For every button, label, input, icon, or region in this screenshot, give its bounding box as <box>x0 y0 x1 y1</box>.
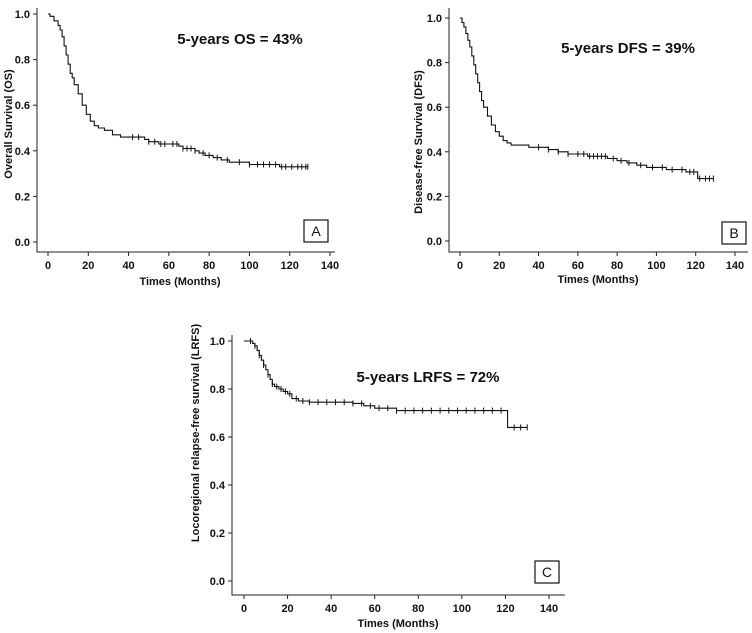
panel-c-x-tick-label: 120 <box>496 603 514 615</box>
panel-a-y-axis-title: Overall Survival (OS) <box>3 69 15 179</box>
panel-a-x-axis-title: Times (Months) <box>139 276 220 288</box>
panel-a-annotation: 5-years OS = 43% <box>177 31 303 48</box>
panel-c-annotation: 5-years LRFS = 72% <box>357 369 500 386</box>
panel-a-x-tick-label: 40 <box>122 260 134 272</box>
panel-c-tag: C <box>542 564 552 580</box>
panel-c-censor-marks <box>250 338 528 431</box>
panel-c-x-tick-label: 0 <box>241 603 247 615</box>
panel-b-y-axis-title: Disease-free Survival (DFS) <box>413 70 425 214</box>
panel-b-x-tick-label: 0 <box>457 260 463 272</box>
panel-b-y-tick-label: 0.6 <box>427 102 442 114</box>
panel-a-x-tick-label: 140 <box>321 260 339 272</box>
panel-b-censor-marks <box>538 144 714 182</box>
panel-c-x-tick-label: 100 <box>453 603 471 615</box>
panel-a-tag-box <box>303 219 329 243</box>
panel-c-y-tick-label: 0.6 <box>210 432 225 444</box>
panel-a-x-tick-label: 80 <box>203 260 215 272</box>
panel-b-tag: B <box>729 225 738 241</box>
panel-c-axes <box>231 335 565 596</box>
panel-a-tag: A <box>311 223 321 239</box>
panel-a-y-tick-label: 0.2 <box>15 191 30 203</box>
panel-b-y-tick-label: 1.0 <box>427 13 442 25</box>
panel-b-tag-box <box>721 221 747 245</box>
panel-b-y-tick-label: 0.0 <box>427 236 442 248</box>
panel-a-x-tick-label: 0 <box>45 260 51 272</box>
panel-c-tag-box <box>534 560 560 584</box>
panel-b: 0.0 0.2 0.4 0.6 0.8 1.0 0 20 40 60 80 100 120 140 Ti… <box>413 8 748 286</box>
panel-a-y-tick-label: 0.0 <box>15 237 30 249</box>
panel-a-axes <box>36 8 335 253</box>
panel-c: 0.0 0.2 0.4 0.6 0.8 1.0 0 20 40 60 80 100 120 140 Ti… <box>190 324 565 630</box>
panel-b-x-tick-label: 140 <box>726 260 744 272</box>
panel-a-y-tick-label: 0.6 <box>15 100 30 112</box>
panel-b-x-tick-label: 20 <box>493 260 505 272</box>
panel-b-survival-curve <box>460 17 714 180</box>
panel-b-x-axis-title: Times (Months) <box>557 274 638 286</box>
panel-c-y-tick-label: 0.4 <box>210 480 226 492</box>
panel-c-x-tick-label: 80 <box>412 603 424 615</box>
panel-c-y-tick-label: 0.0 <box>210 576 225 588</box>
panel-b-annotation: 5-years DFS = 39% <box>561 40 695 57</box>
panel-c-x-tick-label: 20 <box>281 603 293 615</box>
panel-c-x-tick-label: 40 <box>325 603 337 615</box>
panel-a-y-tick-label: 1.0 <box>15 9 30 21</box>
panel-a-x-tick-label: 20 <box>82 260 94 272</box>
panel-b-y-tick-label: 0.8 <box>427 58 442 70</box>
panel-b-y-tick-label: 0.4 <box>427 147 443 159</box>
panel-a: 0.0 0.2 0.4 0.6 0.8 1.0 0 20 40 60 80 100 120 140 Ti… <box>3 8 339 288</box>
panel-b-axes <box>448 8 748 253</box>
panel-b-x-tick-label: 80 <box>611 260 623 272</box>
panel-b-x-tick-label: 120 <box>687 260 705 272</box>
panel-a-survival-curve <box>48 13 308 168</box>
panel-a-y-tick-label: 0.4 <box>15 146 31 158</box>
panel-c-y-axis-title: Locoregional relapse-free survival (LRFS… <box>190 324 202 543</box>
panel-c-x-axis-title: Times (Months) <box>357 618 438 630</box>
panel-b-x-tick-label: 40 <box>532 260 544 272</box>
panel-a-y-tick-label: 0.8 <box>15 55 30 67</box>
panel-a-censor-marks <box>132 134 309 170</box>
panel-a-x-tick-label: 100 <box>240 260 258 272</box>
panel-b-y-tick-label: 0.2 <box>427 191 442 203</box>
panel-b-x-tick-label: 60 <box>572 260 584 272</box>
panel-c-y-tick-label: 0.2 <box>210 528 225 540</box>
panel-c-y-tick-label: 0.8 <box>210 384 225 396</box>
panel-b-x-tick-label: 100 <box>647 260 665 272</box>
panel-a-x-tick-label: 60 <box>163 260 175 272</box>
panel-c-x-tick-label: 60 <box>369 603 381 615</box>
panel-c-y-tick-label: 1.0 <box>210 336 225 348</box>
panel-c-x-tick-label: 140 <box>540 603 558 615</box>
panel-a-x-tick-label: 120 <box>281 260 299 272</box>
